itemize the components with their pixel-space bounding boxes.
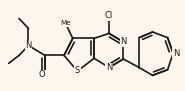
Text: N: N [173, 49, 179, 58]
Text: N: N [120, 37, 127, 46]
Text: Me: Me [60, 20, 71, 26]
Text: S: S [75, 66, 80, 75]
Text: N: N [106, 63, 112, 72]
Text: O: O [39, 70, 46, 79]
Text: N: N [25, 41, 32, 50]
Text: Cl: Cl [105, 11, 113, 20]
